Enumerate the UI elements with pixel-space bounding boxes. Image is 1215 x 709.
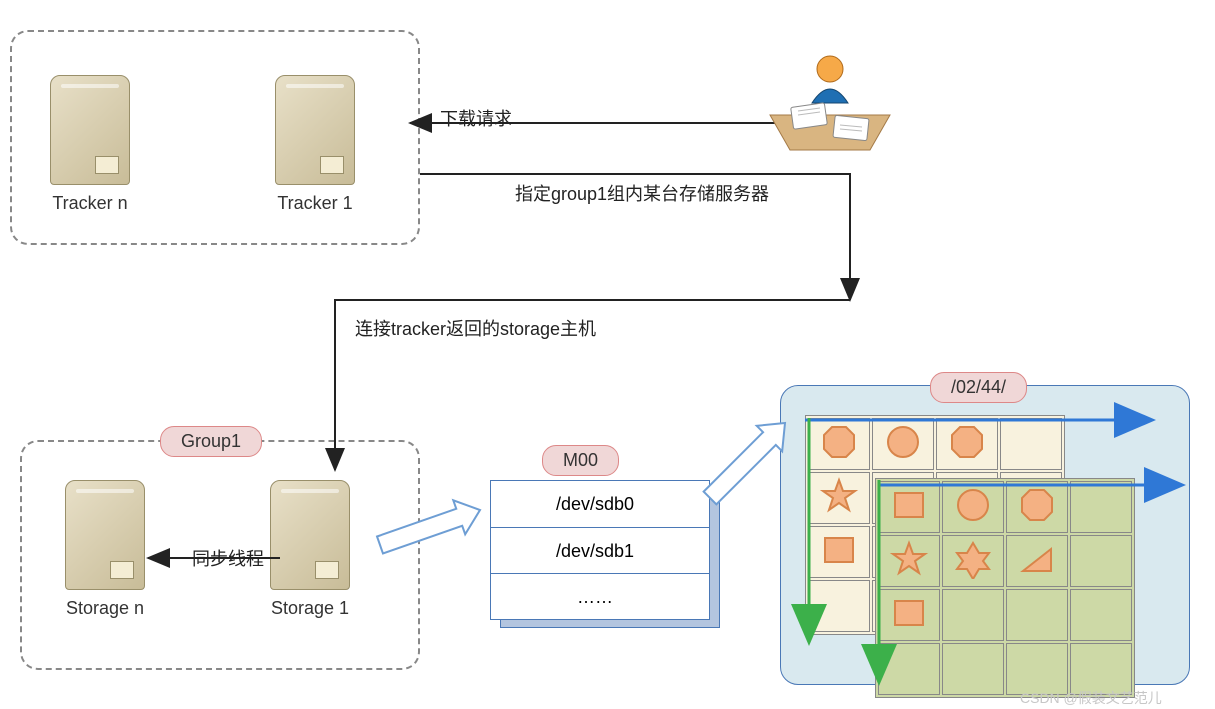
grid-cell [878,481,940,533]
server-icon [275,75,355,185]
tracker-1-server: Tracker 1 [270,75,360,214]
grid-cell [808,472,870,524]
grid-cell [1006,535,1068,587]
grid-cell [942,535,1004,587]
grid-cell [942,481,1004,533]
grid-cell [1000,418,1062,470]
grid-cell [808,526,870,578]
grid-cell [808,418,870,470]
grid-cell [1070,481,1132,533]
grid-cell [1070,589,1132,641]
grid-cell [878,589,940,641]
grid-cell [808,580,870,632]
storage-n-label: Storage n [60,598,150,619]
grid-cell [1006,589,1068,641]
grid-cell [1006,481,1068,533]
path-badge: /02/44/ [930,372,1027,403]
group1-badge: Group1 [160,426,262,457]
tracker-n-server: Tracker n [45,75,135,214]
dev-table-row: /dev/sdb1 [491,527,709,573]
m00-badge: M00 [542,445,619,476]
download-request-label: 下载请求 [440,105,512,131]
watermark: CSDN @假装文艺范儿 [1020,688,1162,708]
grid-cell [878,535,940,587]
storage-1-label: Storage 1 [265,598,355,619]
storage-1-server: Storage 1 [265,480,355,619]
assign-storage-label: 指定group1组内某台存储服务器 [515,180,769,206]
tracker-1-label: Tracker 1 [270,193,360,214]
grid-cell [872,418,934,470]
front-grid [875,478,1135,698]
sync-thread-label: 同步线程 [190,545,266,571]
dev-table: /dev/sdb0/dev/sdb1…… [490,480,710,620]
storage-n-server: Storage n [60,480,150,619]
grid-cell [942,643,1004,695]
dev-table-row: …… [491,573,709,619]
connect-storage-label: 连接tracker返回的storage主机 [355,315,596,341]
grid-cell [942,589,1004,641]
server-icon [270,480,350,590]
server-icon [50,75,130,185]
tracker-n-label: Tracker n [45,193,135,214]
server-icon [65,480,145,590]
client-icon [770,56,890,150]
grid-cell [936,418,998,470]
grid-cell [878,643,940,695]
grid-cell [1070,535,1132,587]
dev-table-row: /dev/sdb0 [491,481,709,527]
